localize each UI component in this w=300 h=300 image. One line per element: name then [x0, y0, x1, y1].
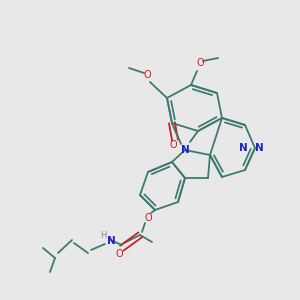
Text: O: O — [144, 213, 152, 223]
Text: O: O — [196, 58, 204, 68]
Text: N: N — [238, 143, 247, 153]
Text: O: O — [143, 70, 151, 80]
Text: H: H — [100, 230, 106, 239]
Text: N: N — [181, 145, 189, 155]
Text: N: N — [106, 236, 116, 246]
Text: N: N — [255, 143, 263, 153]
Text: O: O — [169, 140, 177, 150]
Text: O: O — [115, 249, 123, 259]
